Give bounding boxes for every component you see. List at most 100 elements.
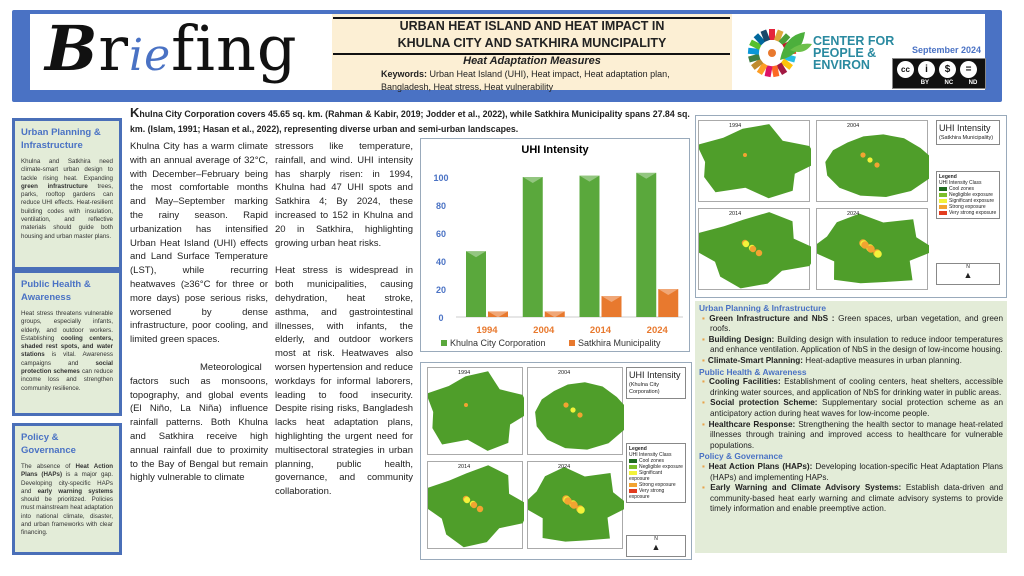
y-tick-label: 20 [436,285,446,295]
heat-spot [861,241,869,249]
map-graphic [426,371,531,451]
sidebar-box-text: Heat stress threatens vulnerable groups,… [21,310,113,392]
map-region [535,382,631,450]
recommendations-panel: Urban Planning & InfrastructureGreen Inf… [695,301,1007,553]
wheel-segment [753,33,766,46]
body-paragraph: Khulna City has a warm climate with an a… [130,141,268,346]
wheel-segment [771,65,780,78]
y-tick-label: 80 [436,201,446,211]
bar-cap [601,296,622,302]
recommendation-item: Social protection Scheme: Supplementary … [699,398,1003,419]
body-paragraph: Heat stress is widespread in both munici… [275,265,413,498]
body-column-2: stressors like temperature, rainfall, an… [275,140,413,499]
legend-class-title: UHI Intensity Class [629,452,672,458]
wheel-segment [780,58,793,70]
map-graphic [694,212,819,289]
map-year-label: 2014 [458,464,471,470]
briefing-logo: Briefing [45,12,298,85]
map-graphic [535,382,631,450]
map-region [696,124,819,199]
bar-cap [466,251,486,258]
keywords-label: Keywords: [381,69,428,79]
heat-spot [874,162,880,168]
sidebar-box-title: Urban Planning & Infrastructure [21,127,101,151]
map-title: UHI Intensity [939,123,991,133]
bar-satkhira-2024 [658,289,679,317]
wheel-segment [756,62,768,75]
uhi-map-1994: 1994 [696,120,819,202]
bar-khulna-2004 [522,177,543,317]
map-region [426,371,531,451]
heat-spot [570,501,578,509]
uhi-map-2014: 2014 [694,208,819,290]
chart-svg: UHI Intensity 0 20 40 60 80 100 1994 2004 2014 202… [433,144,683,348]
wheel-segment [773,29,784,42]
publication-date: September 2024 [912,45,982,55]
heat-spot [476,505,484,513]
recommendation-list: Green Infrastructure and NbS : Green spa… [699,314,1003,367]
legend-item: Very strong exposure [629,488,665,500]
recommendation-heading: Urban Planning & Infrastructure [699,303,827,313]
cc-by: BY [920,80,930,86]
map-year-label: 2014 [729,211,742,217]
map-graphic [825,134,937,197]
heat-spot [577,412,583,418]
cc-license-badge: cc i $ = BY NC ND [892,58,986,89]
heat-spot [867,245,875,253]
org-line: ENVIRON [813,58,870,72]
y-tick-label: 0 [438,313,443,323]
org-name: CENTER FOR PEOPLE & ENVIRON [813,35,894,72]
title-line-2: KHULNA CITY AND SATKHIRA MUNCIPALITY [397,36,667,50]
legend-item: Very strong exposure [939,210,997,216]
sidebar-box-urban-planning: Urban Planning & Infrastructure Khulna a… [12,118,122,270]
bar-satkhira-2014 [601,296,622,317]
title-rule-bottom [333,53,730,55]
x-tick-label: 1994 [476,325,498,336]
map-year-label: 2004 [847,123,860,129]
wheel-segment [747,47,760,55]
intro-paragraph: Khulna City Corporation covers 45.65 sq.… [130,105,695,137]
map-region [423,465,531,548]
legend-item: Significant exposure [629,470,663,482]
bar-khulna-1994 [466,251,486,317]
map-year-label: 2024 [847,211,860,217]
wheel-segment [760,29,771,42]
uhi-map-2024: 2024 [808,208,937,290]
map-region [825,134,937,197]
legend-title: Legend [939,174,957,180]
wheel-segment [778,33,791,46]
body-column-1: Khulna City has a warm climate with an a… [130,140,268,485]
recommendation-list: Cooling Facilities: Establishment of coo… [699,377,1003,451]
header-title-panel [332,14,732,90]
bar-satkhira-2004 [544,311,565,317]
uhi-map-2004: 2004 [816,120,937,202]
heat-spot [755,249,763,257]
map-subtitle: (Khulna City Corporation) [629,382,660,395]
khulna-map-panel: 1994 2004 2014 2024 UHI Intensity (Khulna Cit… [420,362,692,560]
recommendation-item: Cooling Facilities: Establishment of coo… [699,377,1003,398]
recommendation-heading: Policy & Governance [699,451,783,462]
sidebar-box-title: Public Health & Awareness [21,279,91,303]
heat-spot [874,250,882,258]
wheel-segment [751,58,764,70]
x-tick-label: 2024 [647,325,669,336]
map-legend: Legend UHI Intensity Class Cool zones Negli… [626,443,686,503]
recommendation-item: Heat Action Plans (HAPs): Developing loc… [699,462,1003,483]
y-tick-label: 100 [433,173,448,183]
bar-cap [636,172,657,179]
bar-cap [544,311,565,318]
heat-spot [749,245,757,253]
uhi-map-2014: 2014 [423,461,531,549]
sidebar-box-title: Policy & Governance [21,432,76,456]
keywords-text: Urban Heat Island (UHI), Heat impact, He… [381,69,670,92]
legend-item: Strong exposure [939,204,997,210]
sidebar-box-text: Khulna and Satkhira need climate-smart u… [21,158,113,240]
title-rule-top [333,17,730,19]
uhi-intensity-chart: UHI Intensity 0 20 40 60 80 100 1994 2004 2014 202… [420,138,690,352]
legend-class-title: UHI Intensity Class [939,180,982,186]
wheel-segment [769,29,775,40]
map-graphic [521,467,631,542]
legend-item: Cool zones [629,458,683,464]
heat-spot [470,501,478,509]
map-graphic [808,213,937,284]
